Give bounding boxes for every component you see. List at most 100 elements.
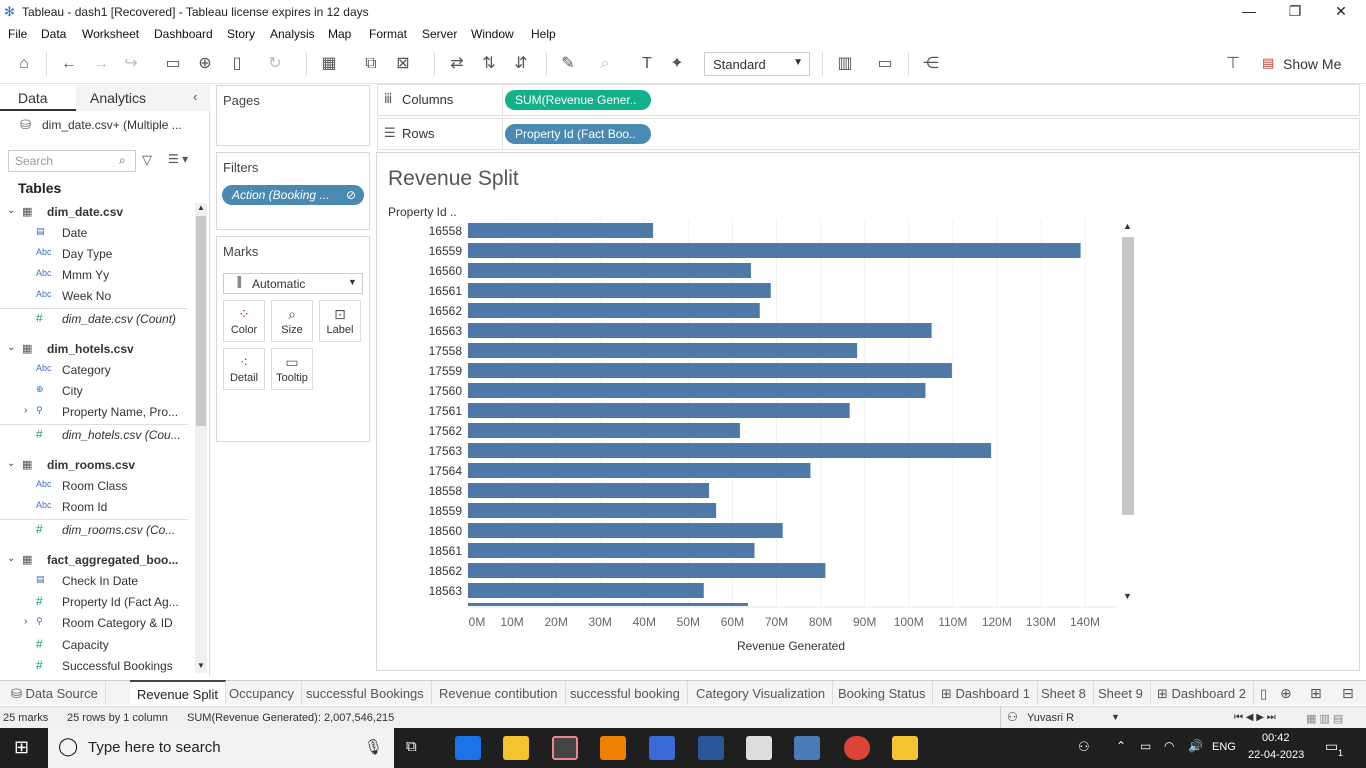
labels-icon[interactable]: T (642, 55, 652, 72)
field-item[interactable]: ▤ Check In Date (0, 571, 188, 592)
collapse-chevron-icon[interactable]: ⌄ (7, 553, 16, 564)
minimize-button[interactable]: — (1242, 3, 1256, 19)
field-item[interactable]: Abc Room Class (0, 476, 188, 497)
category-label[interactable]: 16560 (429, 264, 463, 278)
columns-shelf[interactable]: ⅲ Columns SUM(Revenue Gener.. (377, 84, 1360, 116)
chrome-icon[interactable] (844, 736, 870, 760)
size-button[interactable]: ⌕ Size (271, 300, 313, 342)
clock-date[interactable]: 22-04-2023 (1248, 749, 1305, 761)
collapse-chevron-icon[interactable]: ⌄ (7, 342, 16, 353)
bar-18559[interactable] (468, 503, 717, 518)
vlc-icon[interactable] (600, 736, 626, 760)
table-header[interactable]: ⌄ ▦ dim_hotels.csv (0, 339, 188, 360)
new-worksheet-icon[interactable]: ▦ (321, 55, 337, 72)
volume-icon[interactable]: 🔊 (1188, 739, 1203, 753)
fit-dropdown[interactable]: Standard ▼ (704, 52, 810, 76)
filters-card[interactable]: Filters Action (Booking ... ⊘ (216, 152, 370, 230)
tab-dashboard-2[interactable]: ⊞ Dashboard 2 (1150, 681, 1254, 705)
scroll-up-icon[interactable]: ▲ (1123, 221, 1132, 231)
color-button[interactable]: ⁘ Color (223, 300, 265, 342)
bar-16560[interactable] (468, 263, 751, 278)
tab-dashboard-1[interactable]: ⊞ Dashboard 1 (934, 681, 1038, 705)
field-item[interactable]: Abc Mmm Yy (0, 265, 188, 286)
tab-occupancy[interactable]: Occupancy (222, 681, 303, 705)
category-label[interactable]: 18560 (429, 524, 463, 538)
field-item[interactable]: ▤ Date (0, 223, 188, 244)
category-label[interactable]: 18562 (429, 564, 463, 578)
tab-successful-booking[interactable]: successful booking (563, 681, 688, 705)
category-label[interactable]: 18559 (429, 504, 463, 518)
user-menu[interactable]: ⚇ Yuvasri R ▼ (1000, 707, 1124, 728)
table-header[interactable]: ⌄ ▦ fact_aggregated_boo... (0, 550, 188, 571)
new-worksheet-tab-icon[interactable]: ⊕ (1280, 685, 1292, 701)
field-item[interactable]: Abc Room Id (0, 497, 188, 518)
wifi-icon[interactable]: ◠ (1164, 739, 1175, 753)
collapse-chevron-icon[interactable]: ⌄ (7, 205, 16, 216)
bar-chart[interactable]: 16558 16559 16560 16561 16562 16563 17558 17559… (377, 153, 1359, 670)
bar-18558[interactable] (468, 483, 710, 498)
new-story-tab-icon[interactable]: ⊟ (1342, 685, 1354, 701)
category-label[interactable]: 17560 (429, 384, 463, 398)
row-header-label[interactable]: Property Id .. (388, 205, 457, 219)
field-item[interactable]: # Successful Bookings (0, 656, 188, 677)
table-header[interactable]: ⌄ ▦ dim_rooms.csv (0, 455, 188, 476)
scrollbar-thumb[interactable] (196, 216, 206, 426)
menu-data[interactable]: Data (41, 27, 67, 41)
category-label[interactable]: 18558 (429, 484, 463, 498)
scroll-up-icon[interactable]: ▲ (197, 203, 205, 212)
category-label[interactable]: 16558 (429, 224, 463, 238)
tab-revenue-contibution[interactable]: Revenue contibution (432, 681, 566, 705)
fix-axes-icon[interactable]: ✦ (670, 55, 684, 72)
bar-17560[interactable] (468, 383, 926, 398)
menu-format[interactable]: Format (369, 27, 408, 41)
app-icon[interactable] (649, 736, 675, 760)
language-indicator[interactable]: ENG (1212, 741, 1236, 753)
sort-ascending-icon[interactable]: ⇅ (482, 55, 496, 72)
bar-18562[interactable] (468, 563, 826, 578)
field-item[interactable]: # dim_date.csv (Count) (0, 308, 188, 329)
scroll-down-icon[interactable]: ▼ (1123, 591, 1132, 601)
field-item[interactable]: Abc Day Type (0, 244, 188, 265)
taskbar-search[interactable]: ◯ Type here to search 🎙 (48, 728, 394, 768)
viz-scrollbar-thumb[interactable] (1122, 237, 1134, 515)
category-label[interactable]: 16561 (429, 284, 463, 298)
undo-icon[interactable]: ← (61, 55, 77, 72)
view-grid-icons[interactable]: ▦ ▥ ▤ (1306, 713, 1344, 725)
microphone-icon[interactable]: 🎙 (364, 739, 384, 756)
category-label[interactable]: 18563 (429, 584, 463, 598)
menu-server[interactable]: Server (422, 27, 458, 41)
rows-shelf[interactable]: ☰ Rows Property Id (Fact Boo.. (377, 118, 1360, 150)
category-label[interactable]: 17562 (429, 424, 463, 438)
new-dashboard-tab-icon[interactable]: ⊞ (1310, 685, 1322, 701)
edge-icon[interactable] (455, 736, 481, 760)
field-item[interactable]: ⊕ City (0, 381, 188, 402)
bar-18560[interactable] (468, 523, 783, 538)
home-icon[interactable]: ⌂ (19, 55, 29, 72)
redo-icon[interactable]: → (93, 55, 109, 72)
field-item[interactable]: # dim_rooms.csv (Co... (0, 519, 188, 540)
sort-descending-icon[interactable]: ⇵ (514, 55, 528, 72)
duplicate-icon[interactable]: ⧉ (365, 55, 377, 72)
sheet-nav-icons[interactable]: ⏮ ◀ ▶ ⏭ (1234, 712, 1276, 723)
columns-pill[interactable]: SUM(Revenue Gener.. (505, 90, 651, 110)
tab-data[interactable]: Data (0, 85, 76, 111)
rows-pill[interactable]: Property Id (Fact Boo.. (505, 124, 651, 144)
group-icon[interactable]: ⌕ (600, 55, 610, 72)
bar-partial[interactable] (468, 603, 748, 618)
field-item[interactable]: Abc Category (0, 360, 188, 381)
menu-analysis[interactable]: Analysis (270, 27, 315, 41)
field-item[interactable]: › ⚲ Property Name, Pro... (0, 402, 188, 423)
category-label[interactable]: 17563 (429, 444, 463, 458)
tableau-taskbar-icon[interactable] (794, 736, 820, 760)
filter-icon[interactable]: ▽ (142, 152, 152, 167)
mail-icon[interactable] (746, 736, 772, 760)
bar-17564[interactable] (468, 463, 811, 478)
presentation-mode-icon[interactable]: ▭ (877, 55, 893, 72)
category-label[interactable]: 18561 (429, 544, 463, 558)
bar-18563[interactable] (468, 583, 704, 598)
field-search-input[interactable]: Search ⌕ (8, 150, 136, 172)
view-options-icon[interactable]: ☰ ▾ (168, 152, 189, 166)
scroll-down-icon[interactable]: ▼ (197, 661, 205, 670)
collapse-chevron-icon[interactable]: ⌄ (7, 458, 16, 469)
restore-button[interactable]: ❐ (1288, 3, 1302, 19)
